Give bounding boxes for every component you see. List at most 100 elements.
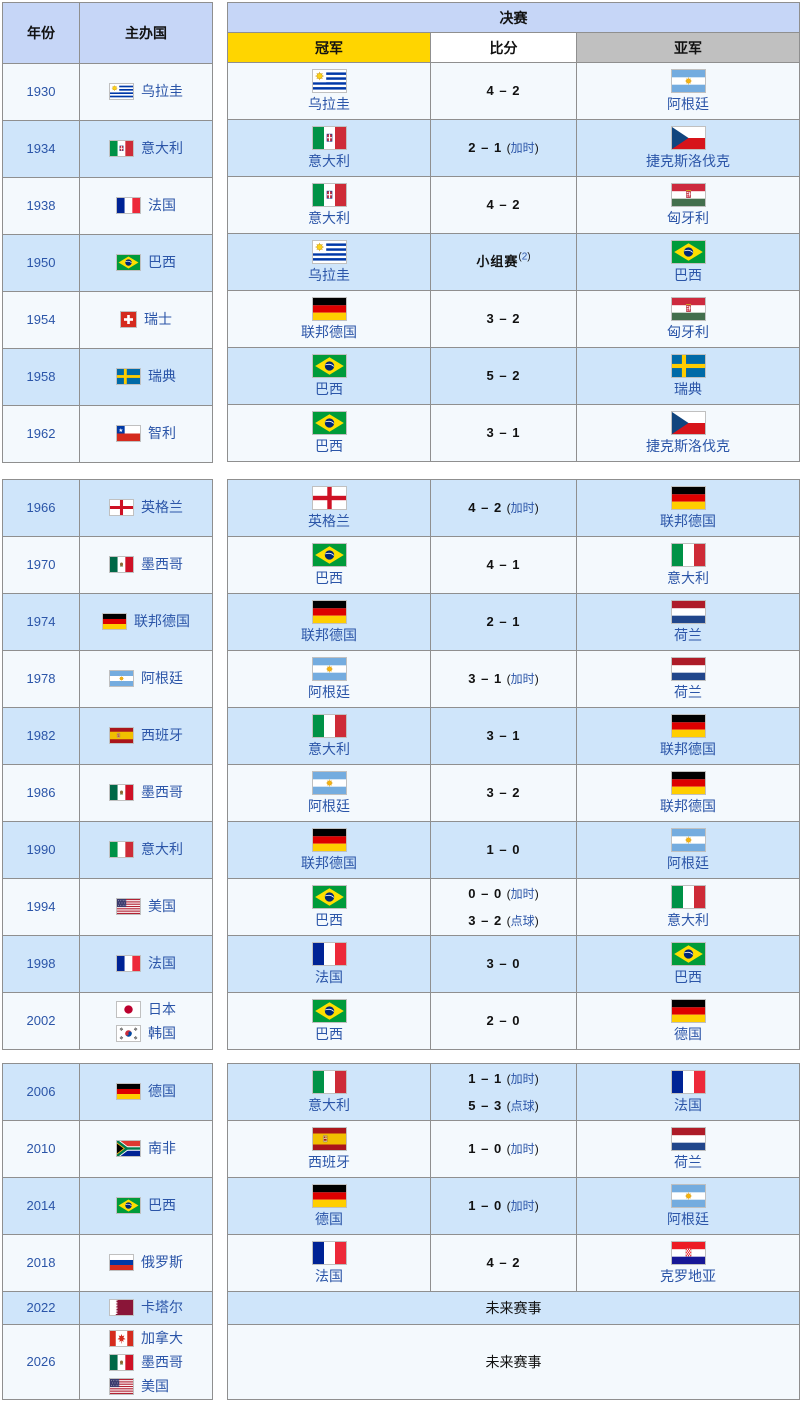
flag-germany-icon[interactable] [102, 612, 127, 630]
year-link[interactable]: 1962 [26, 426, 56, 441]
flag-germany-icon[interactable] [311, 1184, 347, 1209]
year-link[interactable]: 2022 [26, 1300, 56, 1315]
year-link[interactable]: 1970 [26, 557, 56, 572]
flag-netherlands-icon[interactable] [670, 600, 706, 625]
flag-czechoslovakia-icon[interactable] [670, 411, 706, 436]
year-link[interactable]: 1974 [26, 614, 56, 629]
runner-up-link[interactable]: 荷兰 [674, 1154, 702, 1171]
flag-italy-old-icon[interactable] [109, 139, 134, 157]
score-note-link[interactable]: 加时 [510, 886, 535, 901]
champion-link[interactable]: 德国 [315, 1211, 343, 1228]
champion-link[interactable]: 乌拉圭 [308, 96, 350, 113]
host-country-link[interactable]: 法国 [148, 197, 176, 214]
runner-up-link[interactable]: 阿根廷 [667, 855, 709, 872]
flag-qatar-icon[interactable] [109, 1298, 134, 1316]
year-link[interactable]: 1986 [26, 785, 56, 800]
year-link[interactable]: 2006 [26, 1084, 56, 1099]
flag-italy-icon[interactable] [311, 714, 347, 739]
score-note-link[interactable]: 加时 [510, 1199, 535, 1214]
flag-czechoslovakia-icon[interactable] [670, 126, 706, 151]
flag-france-icon[interactable] [116, 954, 141, 972]
flag-spain-icon[interactable] [311, 1127, 347, 1152]
year-link[interactable]: 1938 [26, 198, 56, 213]
flag-south-korea-icon[interactable] [116, 1024, 141, 1042]
champion-link[interactable]: 阿根廷 [308, 684, 350, 701]
flag-uruguay-icon[interactable] [109, 82, 134, 100]
score-note-link[interactable]: 加时 [510, 1142, 535, 1157]
flag-netherlands-icon[interactable] [670, 1127, 706, 1152]
year-link[interactable]: 2010 [26, 1141, 56, 1156]
flag-england-icon[interactable] [311, 486, 347, 511]
flag-usa-icon[interactable] [116, 897, 141, 915]
flag-hungary-old-icon[interactable] [670, 183, 706, 208]
runner-up-link[interactable]: 联邦德国 [660, 798, 716, 815]
flag-argentina-icon[interactable] [109, 669, 134, 687]
host-country-link[interactable]: 意大利 [141, 841, 183, 858]
champion-link[interactable]: 联邦德国 [301, 324, 357, 341]
host-country-link[interactable]: 巴西 [148, 254, 176, 271]
champion-link[interactable]: 法国 [315, 1268, 343, 1285]
champion-link[interactable]: 阿根廷 [308, 798, 350, 815]
runner-up-link[interactable]: 意大利 [667, 570, 709, 587]
flag-switzerland-icon[interactable] [120, 310, 137, 328]
flag-brazil-icon[interactable] [311, 411, 347, 436]
runner-up-link[interactable]: 匈牙利 [667, 210, 710, 227]
score-note-link[interactable]: 加时 [510, 501, 535, 516]
flag-chile-icon[interactable] [116, 424, 141, 442]
flag-japan-icon[interactable] [116, 1000, 141, 1018]
host-country-link[interactable]: 西班牙 [141, 727, 183, 744]
host-country-link[interactable]: 美国 [141, 1378, 169, 1394]
host-country-link[interactable]: 阿根廷 [141, 670, 183, 687]
flag-croatia-icon[interactable] [670, 1241, 706, 1266]
flag-germany-icon[interactable] [311, 828, 347, 853]
year-link[interactable]: 1990 [26, 842, 56, 857]
flag-sweden-icon[interactable] [116, 367, 141, 385]
champion-link[interactable]: 联邦德国 [301, 855, 357, 872]
flag-england-icon[interactable] [109, 498, 134, 516]
champion-link[interactable]: 意大利 [308, 741, 350, 758]
flag-germany-icon[interactable] [670, 714, 706, 739]
flag-brazil-icon[interactable] [116, 1196, 141, 1214]
flag-germany-icon[interactable] [670, 486, 706, 511]
flag-mexico-icon[interactable] [109, 1353, 134, 1371]
flag-italy-old-icon[interactable] [311, 126, 347, 151]
flag-mexico-icon[interactable] [109, 783, 134, 801]
score-note-link[interactable]: 加时 [510, 141, 535, 156]
champion-link[interactable]: 意大利 [308, 153, 350, 170]
flag-canada-icon[interactable] [109, 1329, 134, 1347]
runner-up-link[interactable]: 荷兰 [674, 684, 702, 701]
host-country-link[interactable]: 意大利 [141, 140, 183, 157]
flag-uruguay-icon[interactable] [311, 240, 347, 265]
host-country-link[interactable]: 加拿大 [141, 1330, 183, 1346]
flag-russia-icon[interactable] [109, 1253, 134, 1271]
host-country-link[interactable]: 联邦德国 [134, 613, 190, 630]
flag-mexico-icon[interactable] [109, 555, 134, 573]
champion-link[interactable]: 乌拉圭 [308, 267, 350, 284]
champion-link[interactable]: 意大利 [308, 1097, 350, 1114]
host-country-link[interactable]: 墨西哥 [141, 1354, 183, 1370]
flag-argentina-icon[interactable] [311, 771, 347, 796]
flag-italy-icon[interactable] [109, 840, 134, 858]
flag-germany-icon[interactable] [311, 297, 347, 322]
champion-link[interactable]: 巴西 [315, 912, 343, 929]
flag-argentina-icon[interactable] [670, 69, 706, 94]
runner-up-link[interactable]: 联邦德国 [660, 741, 716, 758]
host-country-link[interactable]: 墨西哥 [141, 556, 183, 573]
host-country-link[interactable]: 德国 [148, 1083, 176, 1100]
year-link[interactable]: 1998 [26, 956, 56, 971]
runner-up-link[interactable]: 捷克斯洛伐克 [646, 153, 731, 170]
runner-up-link[interactable]: 意大利 [667, 912, 709, 929]
flag-usa-icon[interactable] [109, 1377, 134, 1395]
flag-france-icon[interactable] [311, 942, 347, 967]
footnote-link[interactable]: 2 [521, 252, 528, 264]
flag-italy-icon[interactable] [670, 543, 706, 568]
year-link[interactable]: 2018 [26, 1255, 56, 1270]
flag-brazil-icon[interactable] [311, 885, 347, 910]
flag-argentina-icon[interactable] [311, 657, 347, 682]
flag-france-icon[interactable] [311, 1241, 347, 1266]
year-link[interactable]: 1966 [26, 500, 56, 515]
host-country-link[interactable]: 智利 [148, 425, 176, 442]
runner-up-link[interactable]: 匈牙利 [667, 324, 710, 341]
runner-up-link[interactable]: 捷克斯洛伐克 [646, 438, 731, 455]
flag-germany-icon[interactable] [116, 1082, 141, 1100]
